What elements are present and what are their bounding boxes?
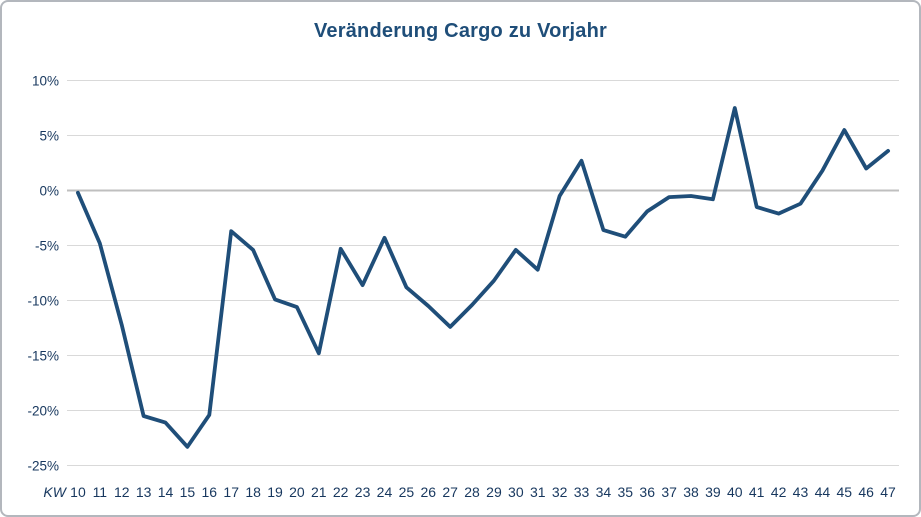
y-tick-label: -20% [27,404,59,419]
x-tick-label: 47 [880,484,896,500]
chart-title: Veränderung Cargo zu Vorjahr [313,20,608,42]
x-tick-label: 43 [793,484,809,500]
y-tick-label: 0% [39,184,59,199]
x-tick-label: 12 [114,484,130,500]
x-tick-label: 33 [574,484,590,500]
y-tick-label: 10% [32,74,59,89]
x-tick-label: 38 [683,484,699,500]
x-tick-label: 27 [442,484,458,500]
y-tick-label: -10% [27,294,59,309]
x-tick-label: 41 [749,484,765,500]
x-tick-label: 13 [136,484,152,500]
x-tick-label: 24 [377,484,393,500]
x-tick-label: 16 [202,484,218,500]
x-tick-label: 26 [420,484,436,500]
x-tick-label: 14 [158,484,174,500]
x-tick-label: 18 [245,484,261,500]
x-tick-label: 34 [596,484,612,500]
x-tick-label: 40 [727,484,743,500]
x-tick-label: 22 [333,484,349,500]
x-tick-label: 21 [311,484,327,500]
x-axis-name-label: KW [43,484,67,500]
x-tick-label: 23 [355,484,371,500]
x-tick-label: 20 [289,484,305,500]
x-tick-label: 15 [180,484,196,500]
x-tick-label: 45 [836,484,852,500]
x-tick-label: 35 [618,484,634,500]
x-tick-label: 11 [93,484,108,500]
x-tick-label: 39 [705,484,721,500]
x-tick-label: 36 [639,484,655,500]
x-tick-label: 28 [464,484,480,500]
x-tick-label: 31 [530,484,546,500]
x-tick-label: 32 [552,484,568,500]
x-tick-label: 42 [771,484,787,500]
x-tick-label: 37 [661,484,677,500]
x-tick-label: 29 [486,484,502,500]
y-tick-label: -25% [27,459,59,474]
x-tick-label: 10 [70,484,86,500]
cargo-series-line [76,106,890,449]
y-tick-label: 5% [39,129,59,144]
x-tick-label: 30 [508,484,524,500]
x-tick-label: 46 [858,484,874,500]
x-tick-label: 17 [223,484,239,500]
x-tick-label: 19 [267,484,283,500]
x-tick-label: 25 [399,484,415,500]
y-tick-label: -15% [27,349,59,364]
x-tick-label: 44 [815,484,831,500]
y-tick-label: -5% [35,239,59,254]
